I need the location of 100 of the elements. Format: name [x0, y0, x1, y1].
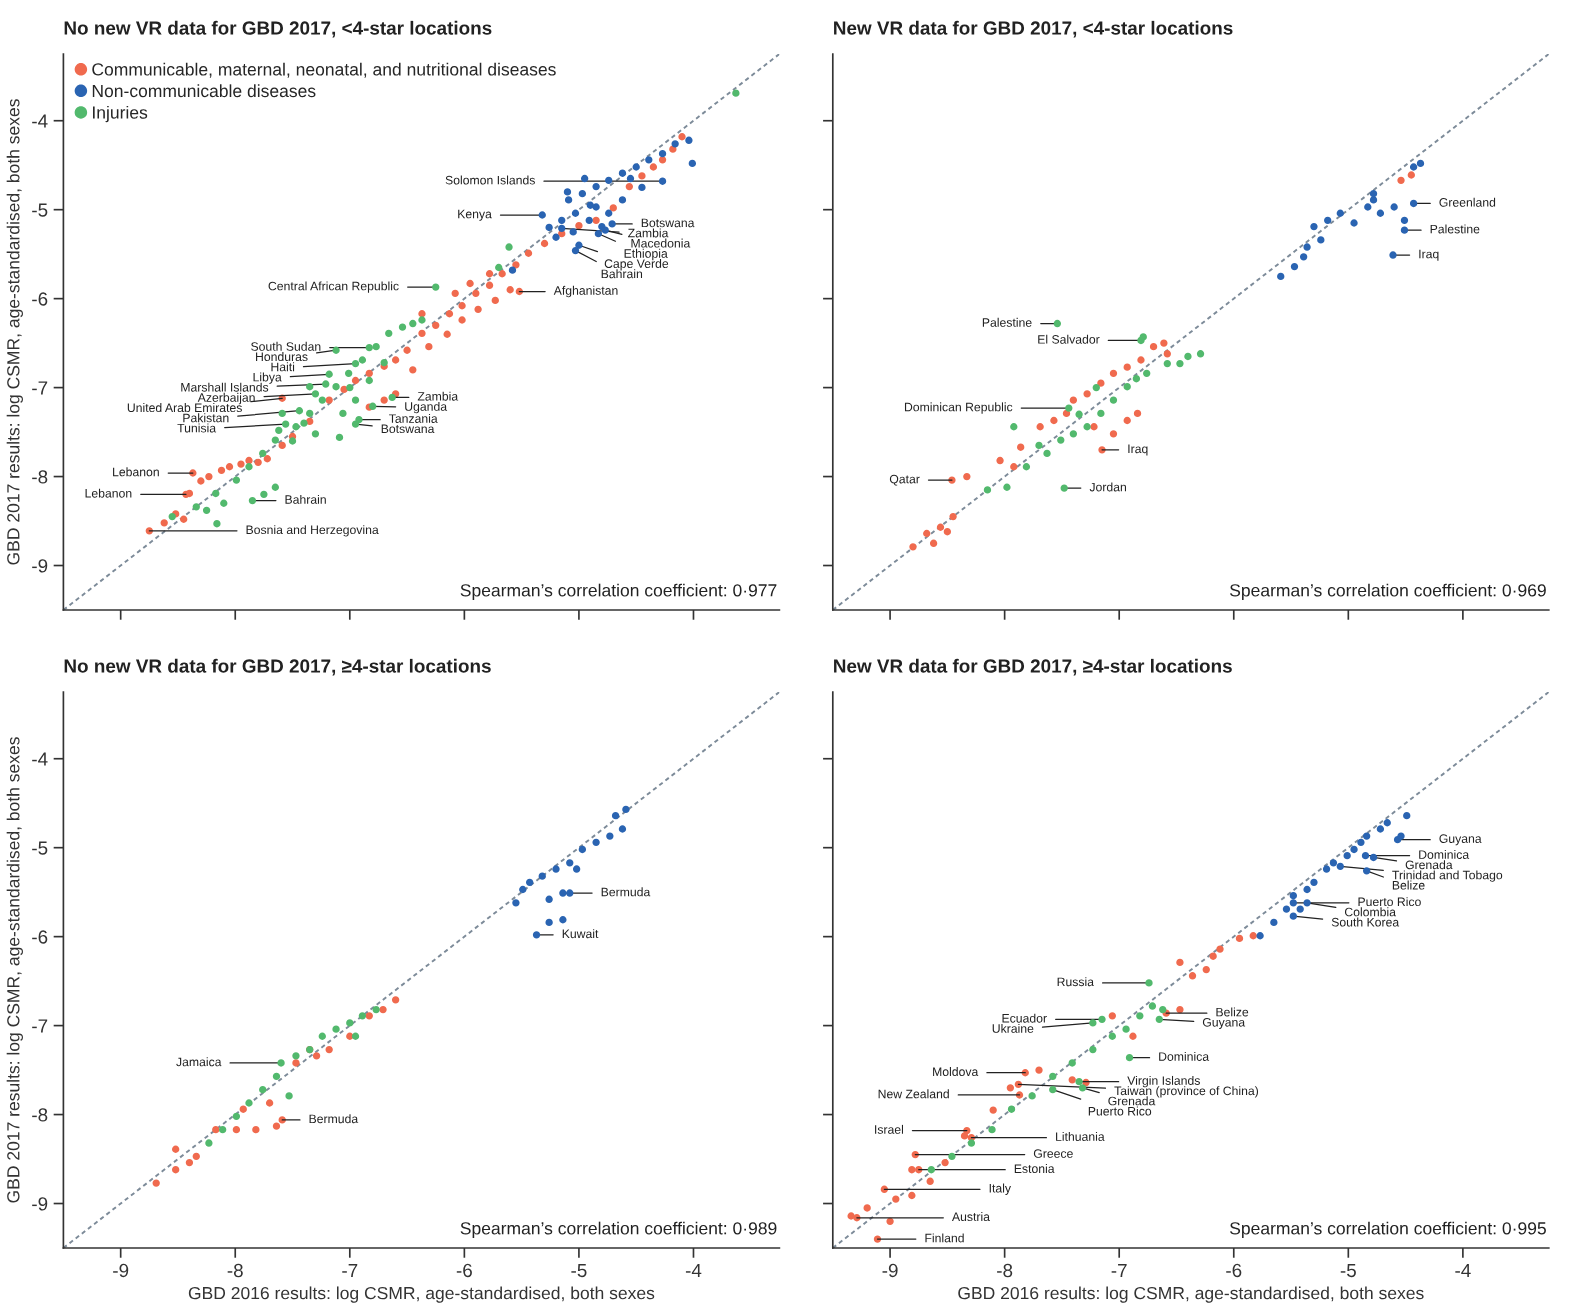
point: [1083, 423, 1091, 431]
point: [1108, 1012, 1116, 1020]
point: [618, 169, 627, 177]
point: [1289, 899, 1298, 907]
point: [1400, 216, 1409, 225]
point: [495, 263, 503, 272]
point: [592, 203, 600, 211]
point: [1296, 905, 1304, 913]
point: [886, 1217, 894, 1225]
point: [398, 323, 407, 331]
point: [732, 89, 740, 97]
point: [571, 246, 580, 255]
point: [1060, 484, 1068, 492]
point: [1364, 203, 1372, 211]
y-tick-label: -5: [32, 841, 48, 855]
point: [1097, 409, 1105, 418]
point: [259, 1085, 267, 1094]
point: [218, 1126, 227, 1134]
point: [1006, 1084, 1015, 1092]
annotation: Spearman’s correlation coefficient: 0·995: [1230, 1221, 1546, 1238]
point: [606, 832, 614, 840]
point: [1277, 272, 1285, 281]
point: [525, 878, 534, 887]
point: [545, 918, 553, 927]
point: [385, 329, 393, 338]
point: [171, 1166, 180, 1174]
point: [1176, 1005, 1184, 1014]
point: [248, 496, 257, 505]
point: [1176, 958, 1184, 967]
point: [239, 1105, 247, 1113]
point: [288, 437, 297, 445]
point: [311, 390, 320, 398]
point: [275, 426, 283, 434]
point: [632, 163, 640, 171]
point: [1383, 819, 1391, 827]
y-axis-title: GBD 2017 results: log CSMR, age-standardised, both sexes: [6, 99, 23, 565]
point: [1108, 1032, 1116, 1040]
point: [1122, 1025, 1130, 1033]
point: [988, 1126, 996, 1134]
point: [983, 486, 992, 494]
x-tick-label: -8: [997, 1263, 1013, 1278]
point: [202, 506, 211, 515]
point: [1089, 1019, 1097, 1027]
chart-title: New VR data for GBD 2017, ≥4-star locations: [834, 658, 1232, 676]
point: [1163, 350, 1171, 358]
legend-label: Communicable, maternal, neonatal, and nutritional diseases: [92, 62, 556, 78]
point: [571, 209, 580, 217]
point: [572, 865, 581, 873]
point: [564, 196, 573, 204]
point: [1092, 383, 1100, 392]
point: [277, 1059, 285, 1067]
point: [1069, 396, 1078, 404]
annotation: Spearman’s correlation coefficient: 0·977: [460, 583, 777, 600]
point: [1270, 918, 1278, 927]
point: [566, 859, 574, 867]
point: [311, 430, 320, 438]
point: [508, 266, 517, 274]
point: [580, 174, 589, 183]
x-tick-label: -5: [1340, 1263, 1356, 1278]
point: [1209, 952, 1217, 960]
point: [538, 211, 546, 219]
point: [318, 1032, 326, 1040]
y-tick-label: -6: [32, 292, 48, 306]
point: [1017, 443, 1025, 451]
point: [1369, 189, 1378, 198]
y-tick-label: -6: [32, 930, 48, 944]
point: [1078, 1084, 1087, 1092]
point: [586, 201, 595, 209]
point: [1310, 222, 1318, 231]
point: [1065, 404, 1073, 412]
point: [611, 811, 620, 820]
point: [963, 472, 971, 481]
x-tick-label: -5: [571, 1263, 587, 1278]
point: [1145, 979, 1153, 987]
point: [1136, 1012, 1144, 1020]
point: [1303, 885, 1311, 894]
point: [532, 931, 541, 939]
point: [1336, 862, 1344, 871]
point: [220, 499, 228, 507]
point: [1390, 203, 1398, 211]
point: [519, 885, 527, 894]
point: [941, 1158, 949, 1167]
x-tick-label: -9: [882, 1263, 898, 1278]
x-axis-title: GBD 2016 results: log CSMR, age-standardised, both sexes: [958, 1286, 1424, 1303]
x-axis-title: GBD 2016 results: log CSMR, age-standardised, both sexes: [188, 1286, 655, 1303]
point: [252, 1126, 260, 1134]
point: [409, 319, 417, 328]
point: [1007, 1105, 1016, 1113]
point: [1053, 319, 1062, 328]
point: [358, 356, 367, 364]
point: [351, 396, 360, 404]
point: [332, 1025, 340, 1033]
point: [926, 1177, 934, 1185]
point: [1090, 423, 1098, 431]
point: [232, 476, 241, 484]
x-tick-label: -8: [227, 1263, 243, 1278]
point: [1329, 859, 1338, 867]
point: [1369, 853, 1378, 862]
x-tick-label: -7: [342, 1263, 358, 1277]
point: [379, 1005, 387, 1014]
